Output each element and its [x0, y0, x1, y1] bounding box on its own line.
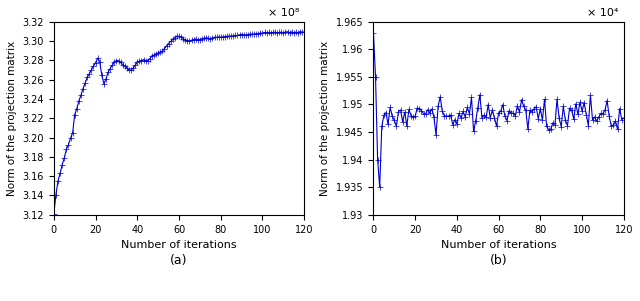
Title: (a): (a)	[170, 254, 188, 268]
X-axis label: Number of iterations: Number of iterations	[441, 240, 556, 250]
Y-axis label: Norm of the projection matrix: Norm of the projection matrix	[321, 41, 330, 196]
Title: (b): (b)	[490, 254, 508, 268]
Y-axis label: Norm of the projection matrix: Norm of the projection matrix	[7, 41, 17, 196]
Text: × 10⁴: × 10⁴	[588, 8, 619, 18]
Text: × 10⁸: × 10⁸	[268, 8, 300, 18]
X-axis label: Number of iterations: Number of iterations	[121, 240, 237, 250]
